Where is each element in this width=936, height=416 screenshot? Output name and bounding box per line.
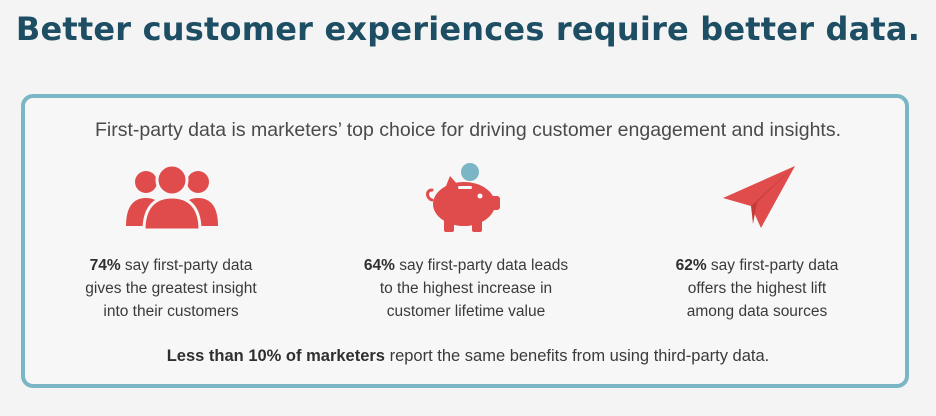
stat-text: say first-party data leads: [394, 257, 569, 274]
footer-text: report the same benefits from using thir…: [384, 347, 770, 365]
stat-text: customer lifetime value: [386, 303, 546, 320]
stat-text: gives the greatest insight: [85, 280, 257, 297]
paper-plane-icon: [721, 162, 797, 234]
stat-percent: 74%: [89, 257, 121, 274]
stat-percent: 62%: [675, 257, 707, 274]
card-subtitle: First-party data is marketers’ top choic…: [94, 119, 842, 141]
stat-first-party-lifetime-value: 64% say first-party data leads to the hi…: [336, 254, 596, 323]
stat-text: offers the highest lift: [687, 280, 827, 297]
stats-card: [21, 94, 909, 388]
stat-text: to the highest increase in: [379, 280, 553, 297]
stat-first-party-lift: 62% say first-party data offers the high…: [627, 254, 887, 323]
headline: Better customer experiences require bett…: [15, 10, 921, 48]
footer-statement: Less than 10% of marketers report the sa…: [0, 347, 936, 366]
coin-icon: [461, 163, 479, 181]
stat-text: among data sources: [686, 303, 828, 320]
piggy-bank-icon: [424, 160, 504, 236]
footer-bold-text: Less than 10% of marketers: [166, 347, 385, 365]
people-group-icon: [124, 160, 220, 232]
stat-text: say first-party data: [706, 257, 839, 274]
stat-first-party-insight: 74% say first-party data gives the great…: [41, 254, 301, 323]
stat-text: into their customers: [103, 303, 239, 320]
stat-text: say first-party data: [120, 257, 253, 274]
stat-percent: 64%: [363, 257, 395, 274]
